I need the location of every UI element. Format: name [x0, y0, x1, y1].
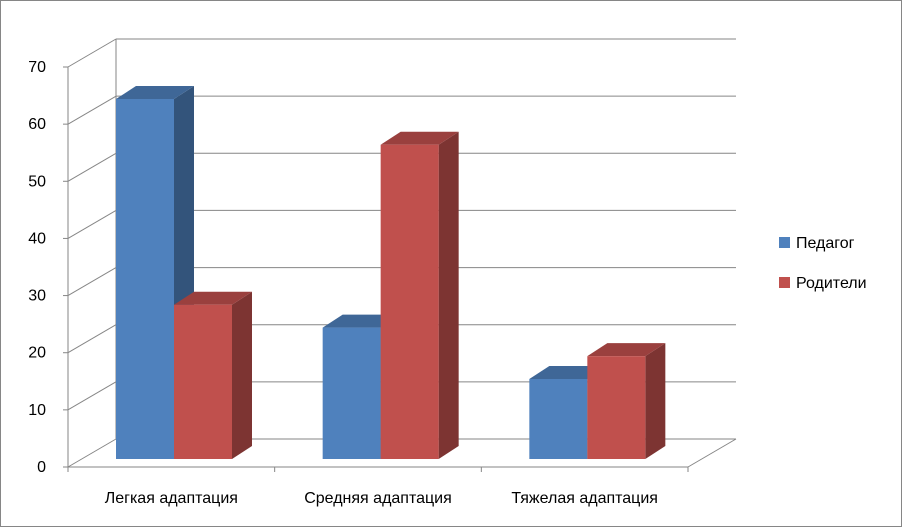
- y-tick-label: 60: [28, 116, 46, 133]
- bar-front: [116, 99, 174, 459]
- x-category-label: Тяжелая адаптация: [511, 490, 658, 507]
- side-wall-gridline: [67, 381, 117, 411]
- x-category-label: Легкая адаптация: [105, 490, 238, 507]
- bar-front: [529, 379, 588, 459]
- legend-swatch: [779, 277, 790, 288]
- bar-top: [380, 131, 459, 145]
- legend-label: Педагог: [796, 235, 855, 252]
- bar-side: [232, 291, 252, 459]
- legend-swatch: [779, 237, 790, 248]
- y-tick-label: 20: [28, 345, 46, 362]
- bar: [587, 343, 666, 459]
- x-axis-category-labels: Легкая адаптация Средняя адаптация Тяжелая…: [105, 490, 658, 507]
- bar-front: [587, 356, 646, 459]
- bar-top: [116, 86, 194, 99]
- bar-top: [174, 291, 252, 305]
- bar-front: [380, 144, 439, 459]
- bar-front: [322, 327, 381, 459]
- side-wall-gridline: [67, 152, 117, 182]
- side-wall-gridline: [67, 438, 117, 468]
- x-category-label: Средняя адаптация: [304, 490, 452, 507]
- legend-label: Родители: [796, 275, 867, 292]
- side-wall-gridline: [67, 324, 117, 354]
- y-tick-label: 10: [28, 402, 46, 419]
- side-wall-gridline: [67, 95, 117, 125]
- bar: [380, 131, 459, 459]
- side-wall-gridline: [67, 209, 117, 239]
- y-tick-label: 0: [37, 459, 46, 476]
- bar-front: [174, 304, 232, 459]
- bar-top: [587, 343, 666, 357]
- side-wall-gridline: [67, 38, 117, 68]
- bar: [174, 291, 252, 459]
- bar-side: [438, 131, 459, 459]
- side-wall-gridline: [67, 267, 117, 297]
- legend: Педагог Родители: [779, 235, 867, 292]
- y-tick-label: 40: [28, 230, 46, 247]
- floor-right-edge: [687, 438, 737, 468]
- y-axis-tick-labels: 0 10 20 30 40 50 60 70: [28, 59, 46, 476]
- y-tick-label: 70: [28, 59, 46, 76]
- bar-side: [645, 343, 666, 459]
- bars: [116, 86, 666, 459]
- y-tick-label: 50: [28, 173, 46, 190]
- y-tick-label: 30: [28, 288, 46, 305]
